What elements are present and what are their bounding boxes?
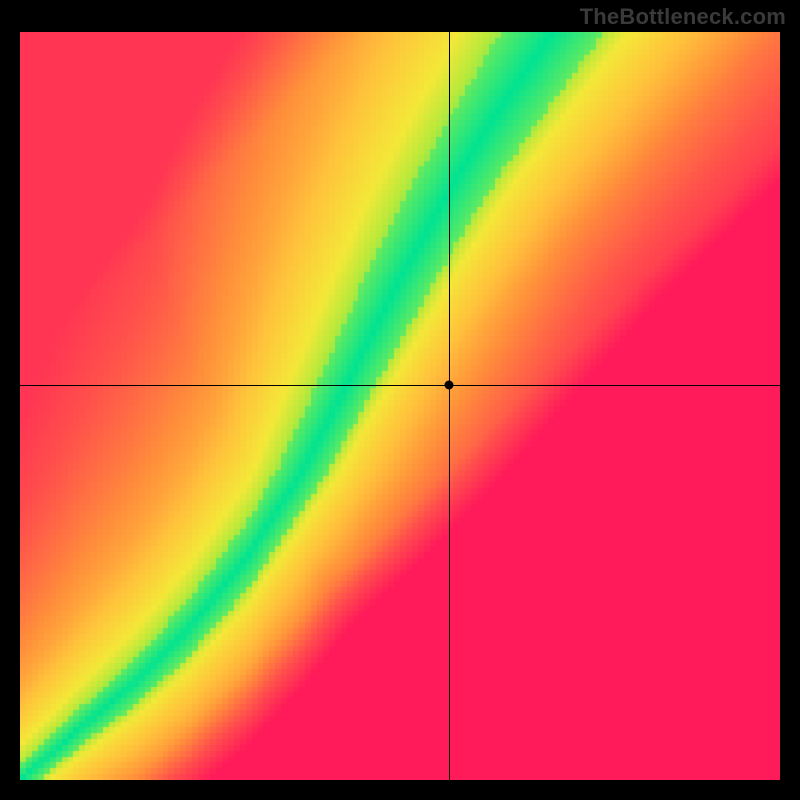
crosshair-marker-dot: [445, 381, 454, 390]
chart-container: TheBottleneck.com: [0, 0, 800, 800]
crosshair-vertical: [449, 32, 450, 780]
watermark-text: TheBottleneck.com: [580, 4, 786, 30]
bottleneck-heatmap: [20, 32, 780, 780]
crosshair-horizontal: [20, 385, 780, 386]
